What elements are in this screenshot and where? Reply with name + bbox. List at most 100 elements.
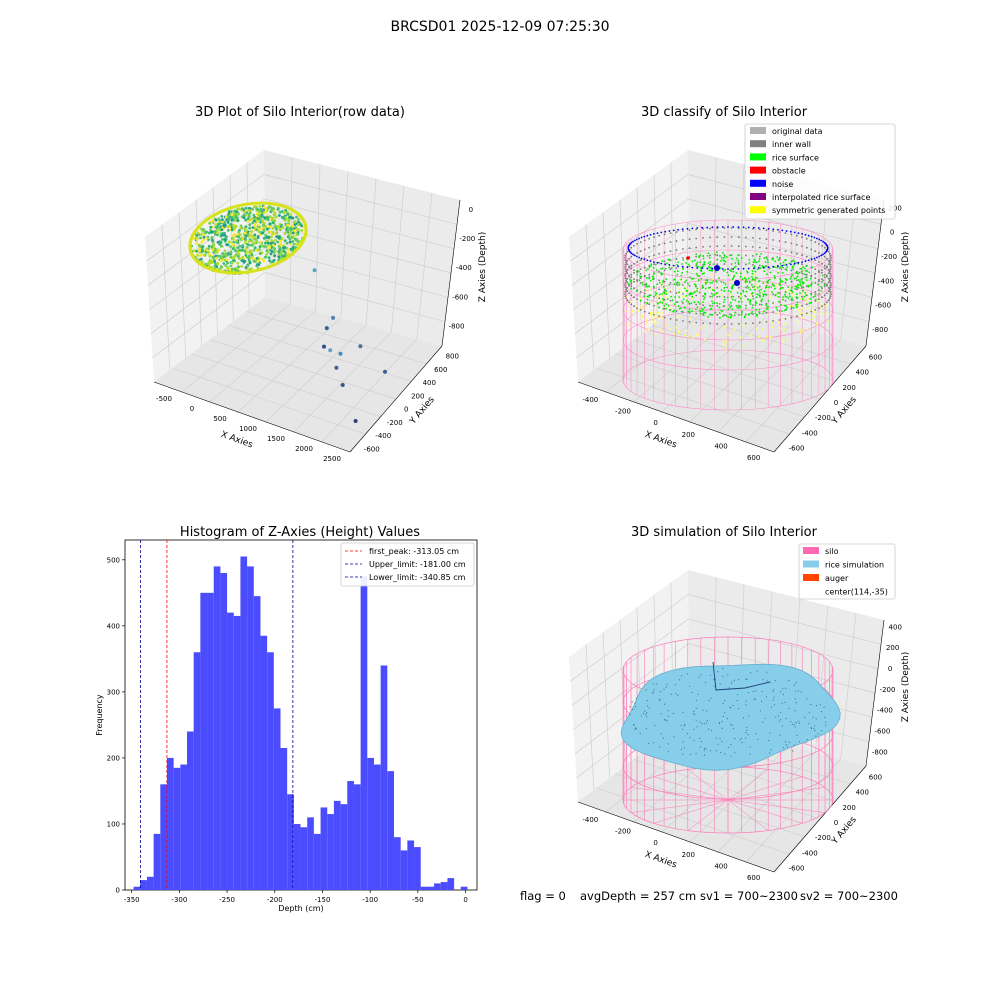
rice-surface-point	[666, 298, 669, 300]
rice-surface-point	[756, 268, 759, 271]
inner-wall-point	[830, 257, 832, 259]
point-cloud-dot	[233, 219, 237, 223]
point-cloud-dot	[267, 250, 270, 254]
symmetric-point	[816, 324, 819, 327]
symmetric-point	[801, 317, 804, 320]
surface-mesh-dot	[682, 753, 684, 755]
histogram-bar	[327, 814, 334, 890]
rice-surface-point	[763, 310, 766, 313]
point-cloud-dot	[236, 219, 240, 222]
point-cloud-dot	[271, 216, 275, 220]
rice-surface-point	[764, 265, 767, 267]
inner-wall-point	[709, 227, 711, 230]
point-cloud-dot	[278, 214, 281, 217]
inner-wall-point	[778, 310, 781, 312]
symmetric-point	[808, 313, 811, 316]
inner-wall-point	[814, 277, 817, 279]
legend-swatch	[750, 206, 766, 214]
symmetric-point	[825, 304, 828, 307]
z-tick-label: 0	[469, 206, 473, 214]
inner-wall-point	[723, 236, 726, 238]
inner-wall-point	[709, 236, 711, 239]
rice-surface-point	[764, 261, 767, 263]
point-cloud-dot	[277, 255, 281, 259]
point-cloud-dot	[274, 239, 277, 242]
rice-surface-point	[796, 303, 799, 306]
symmetric-point	[703, 281, 706, 284]
surface-mesh-dot	[645, 689, 647, 691]
point-cloud-dot	[270, 219, 274, 222]
inner-wall-point	[730, 245, 733, 247]
rice-surface-point	[731, 298, 734, 301]
y-tick-label: -200	[815, 834, 831, 842]
rice-surface-point	[722, 315, 724, 317]
rice-surface-point	[785, 259, 787, 261]
grid-line	[688, 594, 882, 645]
rice-surface-point	[694, 285, 697, 288]
point-cloud-dot	[271, 260, 275, 263]
inner-wall-point	[745, 286, 747, 289]
inner-wall-point	[695, 255, 698, 258]
inner-wall-point	[821, 305, 823, 308]
inner-wall-point	[818, 243, 820, 245]
y-tick-label: 200	[842, 804, 855, 812]
rice-surface-point	[698, 256, 700, 259]
rice-surface-point	[767, 261, 769, 264]
symmetric-point	[755, 327, 758, 330]
inner-wall-point	[805, 255, 808, 258]
rice-surface-point	[763, 257, 766, 259]
noise-point	[653, 261, 655, 263]
surface-mesh-dot	[745, 704, 747, 706]
point-cloud-dot	[273, 254, 277, 258]
point-cloud-dot	[293, 220, 296, 224]
grid-line	[246, 310, 427, 365]
noise-point	[742, 267, 745, 270]
rice-surface-point	[737, 259, 739, 262]
rice-surface-point	[800, 279, 802, 281]
y-tick-label: 600	[434, 366, 447, 374]
inner-wall-point	[639, 250, 642, 253]
inner-wall-point	[823, 267, 826, 270]
rice-surface-point	[665, 293, 668, 296]
inner-wall-point	[784, 241, 787, 244]
surface-mesh-dot	[667, 743, 670, 745]
surface-mesh-dot	[648, 707, 650, 709]
y-tick-label: 600	[869, 774, 882, 782]
rice-surface-point	[724, 283, 727, 286]
rice-surface-point	[676, 281, 679, 284]
noise-point	[826, 246, 829, 248]
inner-wall-point	[630, 303, 633, 306]
inner-wall-point	[752, 264, 754, 266]
panel2-classified-points	[622, 219, 834, 411]
histogram-ticks: -350 -300 -250 -200 -150 -100 -50 0010020030040…	[107, 556, 468, 904]
surface-mesh-dot	[820, 711, 823, 713]
histogram-bars	[133, 556, 468, 890]
rice-surface-point	[714, 311, 717, 314]
surface-mesh-dot	[729, 707, 731, 709]
rice-surface-point	[727, 274, 730, 277]
grid-line	[614, 773, 805, 837]
symmetric-point	[783, 323, 786, 326]
rice-surface-point	[740, 301, 743, 303]
rice-surface-point	[791, 291, 794, 293]
point-cloud-dot	[225, 218, 229, 221]
inner-wall-point	[805, 285, 808, 288]
rice-surface-point	[665, 303, 668, 306]
x-tick-label: -350	[124, 896, 140, 904]
point-cloud-dot	[232, 233, 236, 236]
inner-wall-point	[653, 313, 655, 316]
point-cloud-dot	[290, 248, 294, 252]
point-cloud-dot	[211, 238, 214, 242]
point-cloud-dot	[200, 233, 203, 236]
point-cloud-dot	[242, 260, 246, 264]
inner-wall-point	[826, 265, 828, 268]
rice-surface-point	[779, 287, 782, 290]
point-cloud-dot	[262, 236, 266, 240]
symmetric-point	[818, 313, 821, 315]
panel2-tick-labels: -400-2000200400600-600-400-2000200400600…	[582, 204, 901, 462]
point-cloud-dot	[289, 216, 293, 219]
inner-wall-point	[829, 291, 832, 293]
rice-surface-point	[645, 284, 647, 287]
inner-wall-point	[810, 248, 813, 251]
y-tick-label: 0	[834, 399, 838, 407]
